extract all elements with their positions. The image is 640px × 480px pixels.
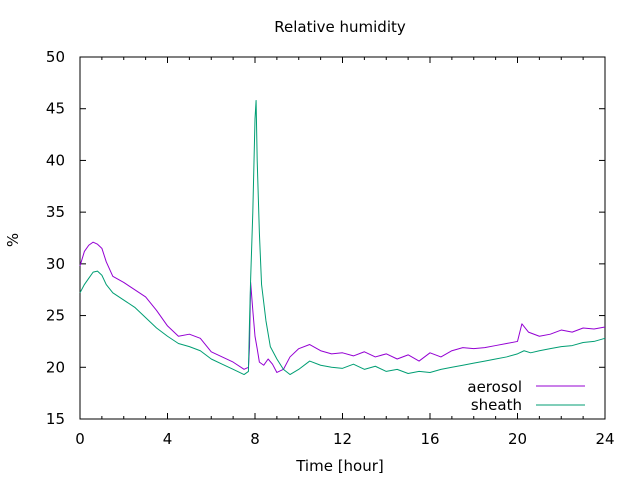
x-tick-label-2: 8 — [250, 430, 260, 448]
legend: aerosol sheath — [467, 378, 585, 414]
x-tick-label-3: 12 — [333, 430, 352, 448]
y-tick-label-6: 45 — [46, 100, 65, 118]
series-layer — [79, 99, 606, 376]
x-tick-label-1: 4 — [163, 430, 173, 448]
y-tick-label-1: 20 — [46, 358, 65, 376]
x-axis-label: Time [hour] — [295, 457, 384, 475]
series-line-sheath — [79, 99, 606, 376]
y-axis-label: % — [4, 233, 22, 247]
series-line-aerosol — [79, 241, 606, 373]
y-tick-label-5: 40 — [46, 151, 65, 169]
chart-title: Relative humidity — [274, 18, 406, 36]
x-tick-label-5: 20 — [508, 430, 527, 448]
y-tick-label-3: 30 — [46, 255, 65, 273]
y-tick-label-2: 25 — [46, 307, 65, 325]
x-tick-label-4: 16 — [420, 430, 439, 448]
legend-label-sheath: sheath — [471, 396, 522, 414]
y-tick-label-4: 35 — [46, 203, 65, 221]
y-axis: 15 20 25 30 35 40 45 50 — [46, 48, 605, 428]
y-tick-label-0: 15 — [46, 410, 65, 428]
plot-frame — [79, 56, 606, 420]
legend-label-aerosol: aerosol — [467, 378, 522, 396]
y-tick-label-7: 50 — [46, 48, 65, 66]
x-tick-label-0: 0 — [75, 430, 85, 448]
x-axis: 0 4 8 12 16 20 24 — [75, 57, 615, 448]
x-tick-label-6: 24 — [595, 430, 614, 448]
